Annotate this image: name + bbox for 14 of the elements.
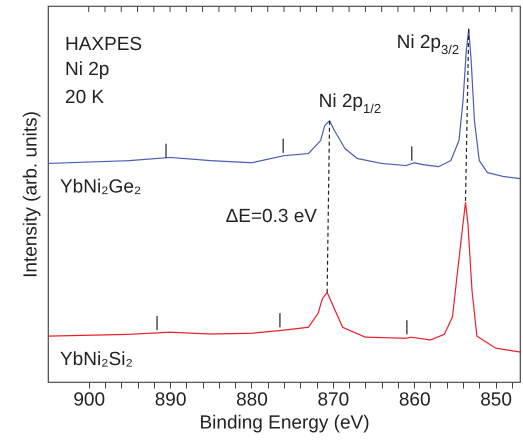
annotation: 20 K xyxy=(65,87,104,108)
x-tick-label: 880 xyxy=(236,390,268,410)
series-label: YbNi₂Si₂ xyxy=(60,349,133,370)
x-tick-label: 900 xyxy=(73,390,106,410)
y-axis-title: Intensity (arb. units) xyxy=(20,111,42,278)
x-tick-label: 870 xyxy=(317,390,350,410)
x-tick-label: 850 xyxy=(480,390,512,410)
annotation: ΔE=0.3 eV xyxy=(226,206,318,227)
x-tick-label: 890 xyxy=(154,390,186,410)
annotation: HAXPES xyxy=(65,34,142,55)
series-label: YbNi₂Ge₂ xyxy=(60,176,142,198)
x-axis-title: Binding Energy (eV) xyxy=(199,412,370,434)
x-tick-label: 860 xyxy=(398,390,431,410)
annotation: Ni 2p xyxy=(65,59,110,80)
